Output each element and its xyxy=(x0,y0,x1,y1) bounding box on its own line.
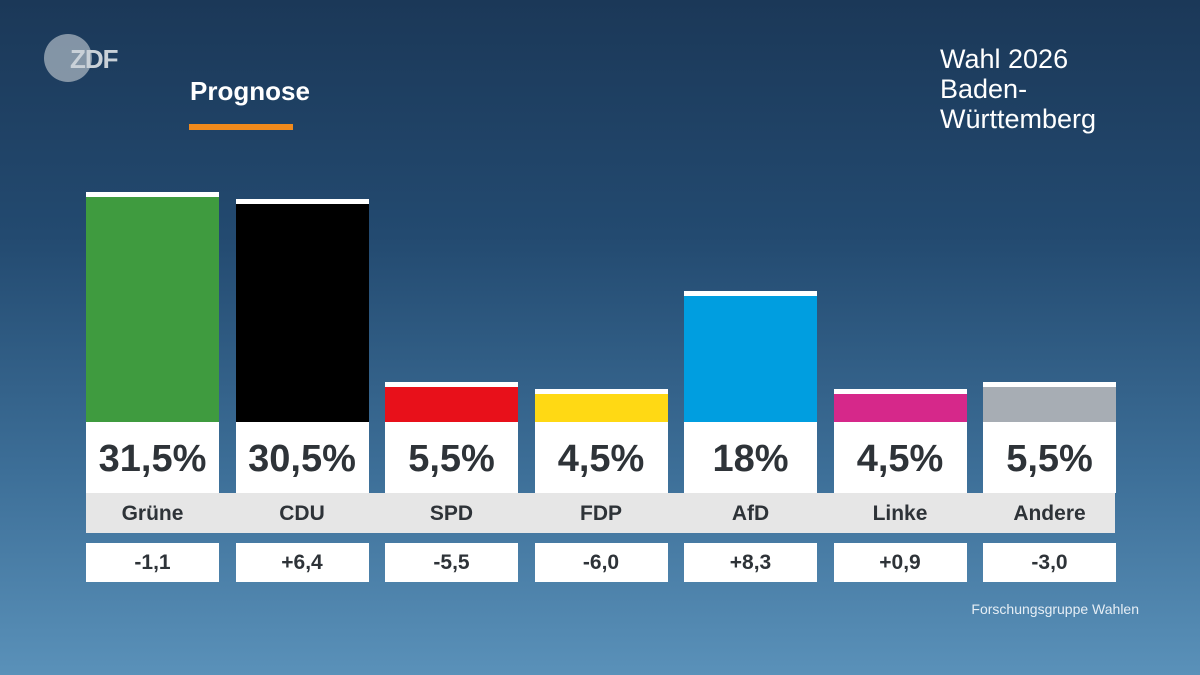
party-label: Grüne xyxy=(121,502,184,525)
value-label: 30,5% xyxy=(235,422,369,493)
bar xyxy=(534,389,668,422)
value-label: 5,5% xyxy=(983,422,1116,493)
bar xyxy=(235,199,369,422)
value-label: 18% xyxy=(684,422,817,493)
bar xyxy=(833,389,967,422)
value-label: 4,5% xyxy=(833,422,967,493)
party-label-band xyxy=(86,493,1115,533)
change-label: -3,0 xyxy=(983,543,1116,582)
value-label: 31,5% xyxy=(86,422,219,493)
change-label: +8,3 xyxy=(684,543,817,582)
bar xyxy=(684,290,817,422)
bar xyxy=(86,192,219,422)
change-label: -1,1 xyxy=(86,543,219,582)
title-line: Wahl 2026 xyxy=(940,44,1069,74)
party-label: Andere xyxy=(1013,502,1086,525)
source-label: Forschungsgruppe Wahlen xyxy=(971,601,1139,617)
party-label: FDP xyxy=(580,502,622,525)
election-title: Wahl 2026 Baden- Württemberg xyxy=(940,44,1096,134)
party-label: AfD xyxy=(731,502,770,525)
bar xyxy=(983,381,1116,422)
prognose-label: Prognose xyxy=(190,76,310,106)
party-label: SPD xyxy=(429,502,474,525)
change-label: +0,9 xyxy=(833,543,967,582)
party-label: CDU xyxy=(279,502,325,525)
change-label: -5,5 xyxy=(385,543,518,582)
bar xyxy=(385,381,518,422)
prognose-underline xyxy=(189,124,293,130)
title-line: Württemberg xyxy=(940,104,1097,134)
value-label: 4,5% xyxy=(534,422,668,493)
change-label: +6,4 xyxy=(235,543,369,582)
party-label: Linke xyxy=(872,502,928,525)
title-line: Baden- xyxy=(940,74,1028,104)
zdf-logo-text: ZDF xyxy=(70,44,119,74)
zdf-logo xyxy=(44,34,92,82)
change-label: -6,0 xyxy=(534,543,668,582)
value-label: 5,5% xyxy=(385,422,518,493)
